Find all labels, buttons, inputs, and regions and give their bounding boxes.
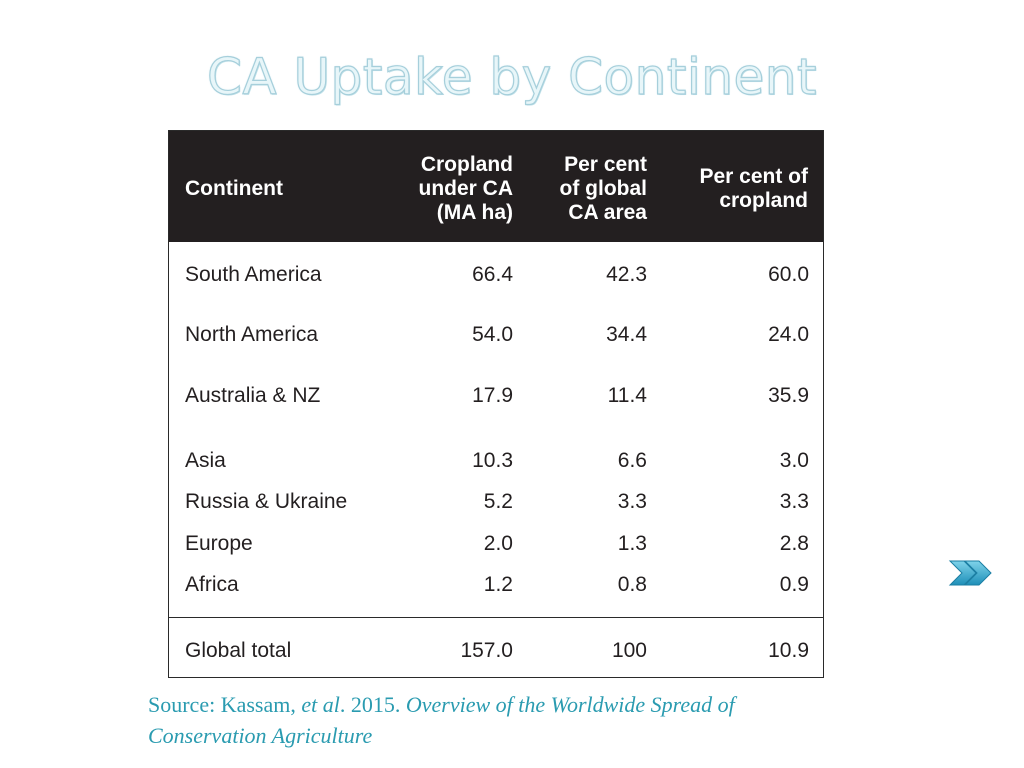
source-etal: et al (301, 692, 340, 717)
cell-pct-global: 6.6 (617, 449, 647, 472)
cell-continent: South America (185, 263, 322, 286)
cell-total-label: Global total (185, 639, 292, 662)
header-pct-global-line3: CA area (568, 201, 647, 224)
cell-pct-cropland: 35.9 (768, 384, 809, 407)
cell-pct-global: 0.8 (617, 573, 647, 596)
cell-pct-global: 11.4 (607, 384, 647, 407)
cell-pct-cropland: 0.9 (779, 573, 809, 596)
ca-uptake-table: Continent Cropland under CA (MA ha) Per … (168, 130, 824, 678)
cell-pct-cropland: 60.0 (768, 263, 809, 286)
cell-cropland: 17.9 (472, 384, 513, 407)
double-chevron-right-icon[interactable] (947, 559, 993, 587)
cell-pct-cropland: 24.0 (768, 323, 809, 346)
source-title-line1: Overview of the Worldwide Spread of (405, 692, 735, 717)
header-pct-cropland-line1: Per cent of (699, 165, 808, 188)
table-row: South America 66.4 42.3 60.0 (169, 260, 823, 290)
header-pct-global-line1: Per cent (564, 153, 647, 176)
cell-continent: Africa (185, 573, 239, 596)
header-cropland-line1: Cropland (420, 153, 513, 176)
source-middle: . 2015. (339, 692, 406, 717)
table-row: North America 54.0 34.4 24.0 (169, 320, 823, 350)
source-prefix: Source: Kassam, (148, 692, 302, 717)
cell-continent: Europe (185, 532, 253, 555)
cell-cropland: 66.4 (472, 263, 513, 286)
cell-pct-global: 1.3 (617, 532, 647, 555)
source-title-line2: Conservation Agriculture (148, 723, 373, 748)
cell-pct-cropland: 3.3 (779, 490, 809, 513)
table-row: Africa 1.2 0.8 0.9 (169, 570, 823, 600)
header-cropland-line2: under CA (418, 177, 514, 200)
header-pct-cropland: Per cent of cropland (699, 165, 808, 213)
cell-cropland: 54.0 (472, 323, 513, 346)
header-cropland-line3: (MA ha) (436, 201, 513, 224)
header-cropland: Cropland under CA (MA ha) (419, 153, 514, 225)
cell-cropland: 10.3 (472, 449, 513, 472)
cell-continent: Asia (185, 449, 226, 472)
header-continent: Continent (185, 177, 283, 200)
cell-pct-cropland: 3.0 (779, 449, 809, 472)
cell-continent: North America (185, 323, 319, 346)
cell-pct-global: 42.3 (606, 263, 647, 286)
cell-cropland: 2.0 (483, 532, 513, 555)
slide-title: CA Uptake by Continent (206, 47, 818, 106)
header-pct-global-line2: of global (559, 177, 648, 200)
cell-continent: Russia & Ukraine (185, 490, 348, 513)
table-row: Asia 10.3 6.6 3.0 (169, 446, 823, 476)
cell-pct-global: 3.3 (617, 490, 647, 513)
table-header: Continent Cropland under CA (MA ha) Per … (169, 131, 823, 242)
cell-pct-cropland: 2.8 (779, 532, 809, 555)
total-divider (169, 617, 823, 618)
cell-total-pct-global: 100 (611, 639, 647, 662)
cell-continent: Australia & NZ (185, 384, 321, 407)
source-citation: Source: Kassam, et al. 2015. Overview of… (148, 689, 868, 751)
table-row: Russia & Ukraine 5.2 3.3 3.3 (169, 487, 823, 517)
table-row: Europe 2.0 1.3 2.8 (169, 529, 823, 559)
cell-pct-global: 34.4 (606, 323, 647, 346)
header-pct-global: Per cent of global CA area (560, 153, 648, 225)
table-total-row: Global total 157.0 100 10.9 (169, 636, 823, 666)
cell-total-cropland: 157.0 (460, 639, 513, 662)
cell-cropland: 1.2 (483, 573, 513, 596)
cell-cropland: 5.2 (483, 490, 513, 513)
header-pct-cropland-line2: cropland (719, 189, 808, 212)
table-row: Australia & NZ 17.9 11.4 35.9 (169, 381, 823, 411)
cell-total-pct-cropland: 10.9 (768, 639, 809, 662)
